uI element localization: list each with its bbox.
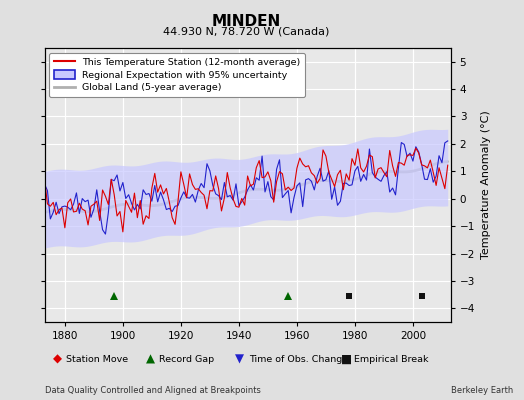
Text: Station Move: Station Move [66,354,128,364]
Text: ◆: ◆ [52,352,62,366]
Text: Data Quality Controlled and Aligned at Breakpoints: Data Quality Controlled and Aligned at B… [45,386,260,395]
Y-axis label: Temperature Anomaly (°C): Temperature Anomaly (°C) [481,111,490,259]
Text: Empirical Break: Empirical Break [354,354,429,364]
Text: MINDEN: MINDEN [212,14,281,29]
Text: ▼: ▼ [235,352,244,366]
Text: ■: ■ [341,352,352,366]
Legend: This Temperature Station (12-month average), Regional Expectation with 95% uncer: This Temperature Station (12-month avera… [49,53,305,97]
Text: 44.930 N, 78.720 W (Canada): 44.930 N, 78.720 W (Canada) [163,26,330,36]
Text: Record Gap: Record Gap [159,354,215,364]
Text: Time of Obs. Change: Time of Obs. Change [249,354,348,364]
Text: ▲: ▲ [146,352,155,366]
Text: Berkeley Earth: Berkeley Earth [451,386,513,395]
